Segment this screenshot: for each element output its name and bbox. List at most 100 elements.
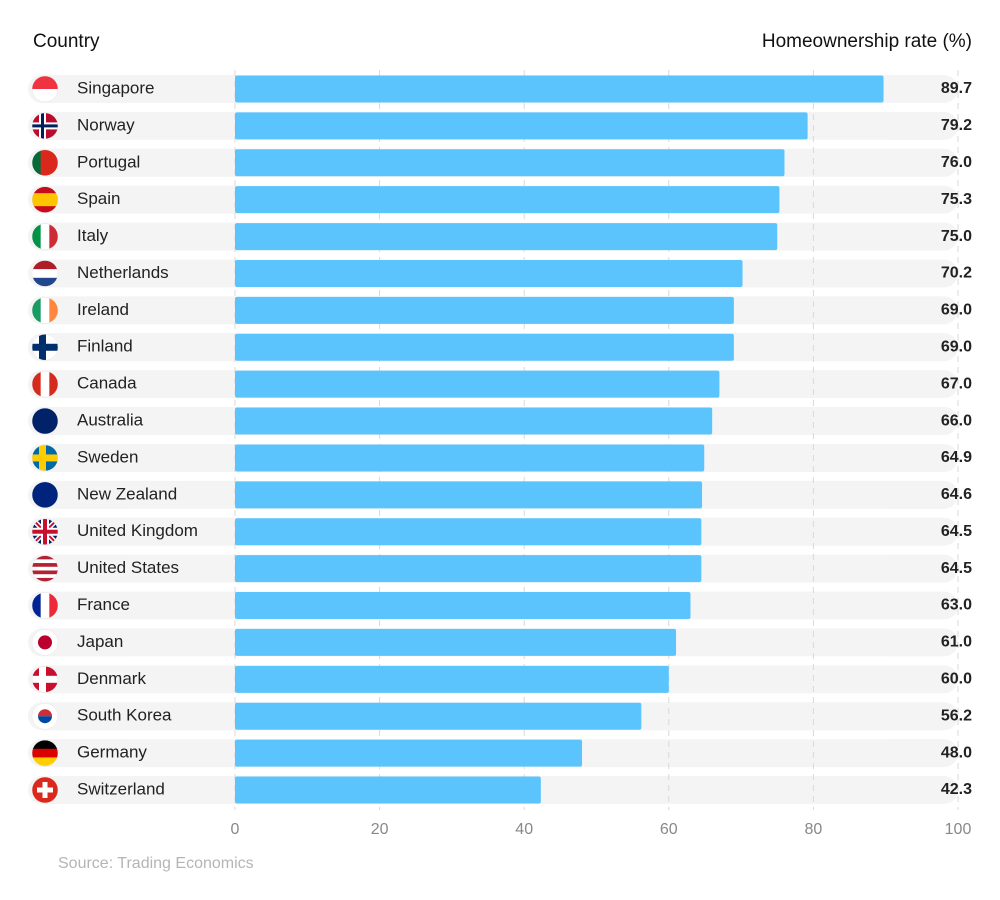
flag-stripe — [49, 297, 58, 324]
flag-stripe — [49, 371, 58, 398]
bar — [235, 296, 734, 324]
bar — [235, 776, 541, 804]
value-label: 63.0 — [941, 597, 972, 614]
value-label: 60.0 — [941, 671, 972, 688]
flag-outline — [31, 260, 59, 287]
flag-cross — [32, 529, 58, 534]
bar — [235, 702, 642, 730]
flag-outline — [31, 223, 59, 250]
flag-outline — [31, 370, 59, 398]
flag — [32, 186, 58, 213]
flag-outline — [31, 776, 59, 804]
flag — [32, 112, 58, 139]
flag — [32, 666, 58, 693]
x-tick-label: 40 — [515, 821, 533, 838]
value-label: 75.0 — [941, 228, 972, 245]
value-label: 66.0 — [941, 412, 972, 429]
category-label: Italy — [77, 226, 109, 245]
flag — [32, 149, 58, 176]
flag — [32, 297, 58, 324]
flag-stripe — [32, 559, 58, 564]
flag-cross — [32, 454, 58, 462]
flag-outline — [31, 481, 59, 509]
flag-stripe — [32, 277, 58, 287]
value-label: 56.2 — [941, 707, 972, 724]
bar — [235, 628, 677, 656]
value-label: 89.7 — [941, 80, 972, 97]
value-label: 69.0 — [941, 302, 972, 319]
flag — [32, 223, 58, 250]
category-label: Australia — [77, 411, 144, 430]
flag-stripe — [32, 740, 58, 750]
flag-outline — [31, 555, 59, 582]
value-label: 64.5 — [941, 523, 972, 540]
flag-stripe — [32, 260, 58, 270]
flag-disc — [38, 635, 52, 650]
flag-stripe — [32, 570, 58, 575]
flag-stripe — [49, 592, 58, 619]
flag — [32, 371, 58, 398]
flag-disc — [38, 709, 52, 717]
flag-outline — [31, 666, 59, 693]
flag-outline — [31, 75, 59, 103]
flag — [32, 518, 58, 545]
category-label: Switzerland — [77, 779, 165, 798]
bar — [235, 481, 703, 509]
flag — [32, 408, 58, 435]
bar — [235, 149, 785, 177]
bar — [235, 333, 734, 361]
flag-outline — [31, 149, 59, 177]
flag-stripe — [32, 297, 42, 324]
category-label: New Zealand — [77, 484, 177, 503]
flag-outline — [31, 186, 59, 213]
flag — [32, 260, 58, 287]
category-label: France — [77, 595, 130, 614]
bar — [235, 370, 720, 398]
category-label: Denmark — [77, 669, 146, 688]
flag-outline — [31, 739, 59, 767]
x-tick-label: 60 — [660, 821, 678, 838]
flag — [32, 444, 58, 471]
flag — [32, 740, 58, 767]
flag-outline — [31, 629, 59, 656]
flag-outline — [31, 444, 59, 472]
flag — [32, 703, 58, 730]
x-tick-label: 80 — [805, 821, 823, 838]
flag-outline — [31, 112, 59, 140]
category-label: United States — [77, 558, 179, 577]
flag — [32, 481, 58, 508]
flag-stripe — [32, 757, 58, 767]
flag-stripe — [32, 186, 58, 194]
flag-stripe — [32, 563, 58, 568]
flag-cross — [32, 343, 58, 351]
bar — [235, 555, 702, 583]
flag-outline — [31, 592, 59, 619]
category-label: Finland — [77, 337, 133, 356]
category-label: Norway — [77, 115, 135, 134]
bar — [235, 739, 583, 767]
category-label: Netherlands — [77, 263, 169, 282]
bar — [235, 592, 691, 620]
category-label: Spain — [77, 189, 120, 208]
flag-outline — [31, 334, 59, 361]
category-label: Canada — [77, 374, 137, 393]
flag-stripe — [32, 566, 58, 571]
category-label: Portugal — [77, 152, 140, 171]
flag-stripe — [49, 223, 58, 250]
bar — [235, 407, 713, 435]
value-label: 48.0 — [941, 744, 972, 761]
flag-outline — [31, 702, 59, 730]
value-header: Homeownership rate (%) — [762, 31, 972, 52]
value-label: 79.2 — [941, 117, 972, 134]
bar — [235, 665, 669, 693]
flag-stripe — [32, 574, 58, 579]
flag — [32, 777, 58, 803]
flag-stripe — [32, 206, 58, 213]
flag-stripe — [32, 89, 58, 102]
value-label: 61.0 — [941, 634, 972, 651]
value-label: 67.0 — [941, 375, 972, 392]
category-label: Japan — [77, 632, 123, 651]
flag-outline — [31, 407, 59, 435]
flag-stripe — [32, 555, 58, 560]
